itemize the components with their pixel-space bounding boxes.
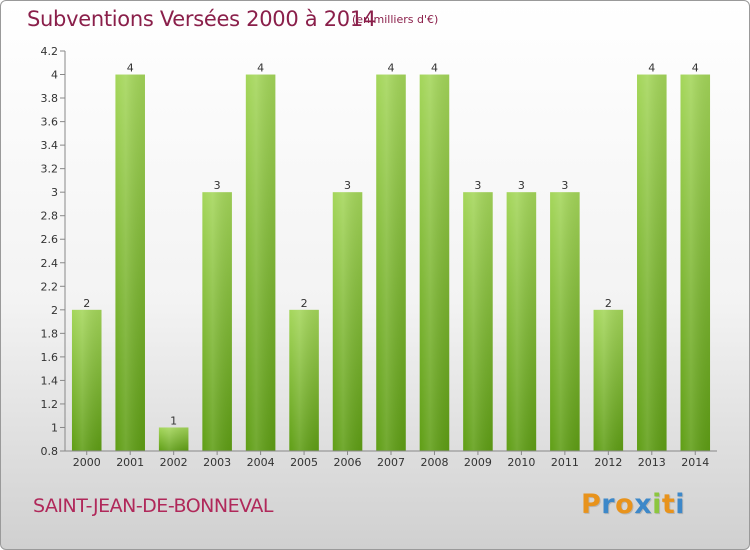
bar-shine <box>202 192 232 452</box>
logo-letter: i <box>675 489 686 520</box>
bar-data-label: 4 <box>692 62 699 75</box>
y-tick-label: 4 <box>51 69 58 82</box>
y-tick-label: 1.4 <box>41 374 59 387</box>
bar-data-label: 3 <box>518 179 525 192</box>
chart-subtitle: (en milliers d'€) <box>352 13 439 26</box>
y-tick-label: 2 <box>51 304 58 317</box>
x-tick-label: 2004 <box>247 456 275 469</box>
chart-title: Subventions Versées 2000 à 2014 <box>27 7 376 31</box>
bar-shine <box>289 309 319 451</box>
y-tick-label: 2.4 <box>41 257 59 270</box>
y-tick-label: 2.8 <box>41 210 59 223</box>
bar-shine <box>550 192 580 452</box>
x-tick-label: 2003 <box>203 456 231 469</box>
y-tick-label: 3.2 <box>41 163 59 176</box>
bar-shine <box>115 74 145 451</box>
x-tick-label: 2009 <box>464 456 492 469</box>
bar-shine <box>637 74 667 451</box>
bar-data-label: 4 <box>257 62 264 75</box>
y-tick-label: 1.6 <box>41 351 59 364</box>
bar-shine <box>376 74 406 451</box>
logo-letter: i <box>652 489 662 520</box>
bar-shine <box>332 192 363 452</box>
y-axis: 0.8 1 1.2 1.4 1.6 1.8 2 2.2 2.4 2.6 2.8 3 3.2 3.4 3.6 3… <box>41 45 66 458</box>
bar-data-label: 3 <box>214 179 221 192</box>
bar-shine <box>71 309 102 451</box>
bar-data-label: 2 <box>83 297 90 310</box>
bar-data-label: 3 <box>474 179 481 192</box>
bar-data-label: 4 <box>431 62 438 75</box>
bar-data-label: 4 <box>127 62 134 75</box>
logo-letter: x <box>634 489 653 520</box>
bar-shine <box>506 192 537 452</box>
y-tick-label: 3.6 <box>41 116 59 129</box>
bar-shine <box>419 74 450 451</box>
logo-letter: t <box>661 489 676 520</box>
x-tick-label: 2013 <box>638 456 666 469</box>
logo-letter: r <box>601 489 616 520</box>
y-tick-label: 1.2 <box>41 398 59 411</box>
bar-shine <box>245 74 276 451</box>
x-tick-label: 2000 <box>73 456 101 469</box>
y-tick-label: 0.8 <box>41 445 59 458</box>
proxiti-logo[interactable]: Proxiti <box>581 489 685 520</box>
bar-data-label: 1 <box>170 414 177 427</box>
town-name: SAINT-JEAN-DE-BONNEVAL <box>33 495 273 517</box>
x-tick-label: 2007 <box>377 456 405 469</box>
bar-data-label: 4 <box>648 62 655 75</box>
bar-shine <box>593 309 624 451</box>
bar-data-label: 2 <box>605 297 612 310</box>
x-tick-label: 2006 <box>334 456 362 469</box>
y-tick-label: 3.8 <box>41 92 59 105</box>
bar-data-label: 2 <box>301 297 308 310</box>
bars: 2 4 1 3 4 2 3 4 4 3 3 3 2 4 4 <box>71 62 711 452</box>
bar-data-label: 3 <box>344 179 351 192</box>
bar-shine <box>680 74 711 451</box>
y-tick-label: 4.2 <box>41 45 59 58</box>
y-tick-label: 3.4 <box>41 139 59 152</box>
x-tick-label: 2002 <box>160 456 188 469</box>
y-tick-label: 2.2 <box>41 280 59 293</box>
y-tick-label: 1.8 <box>41 327 59 340</box>
y-tick-label: 3 <box>51 186 58 199</box>
x-tick-label: 2011 <box>551 456 579 469</box>
x-tick-label: 2014 <box>681 456 709 469</box>
bar-shine <box>463 192 493 452</box>
x-tick-label: 2001 <box>116 456 144 469</box>
y-tick-label: 1 <box>51 421 58 434</box>
x-axis: 2000 2001 2002 2003 2004 2005 2006 2007 2008 2009… <box>65 450 717 469</box>
x-tick-label: 2005 <box>290 456 318 469</box>
bar-data-label: 3 <box>561 179 568 192</box>
logo-letter: o <box>615 489 635 520</box>
y-tick-label: 2.6 <box>41 233 59 246</box>
bar-data-label: 4 <box>388 62 395 75</box>
x-tick-label: 2008 <box>420 456 448 469</box>
bar-shine <box>158 427 189 451</box>
x-tick-label: 2010 <box>507 456 535 469</box>
x-tick-label: 2012 <box>594 456 622 469</box>
logo-letter: P <box>581 489 602 520</box>
